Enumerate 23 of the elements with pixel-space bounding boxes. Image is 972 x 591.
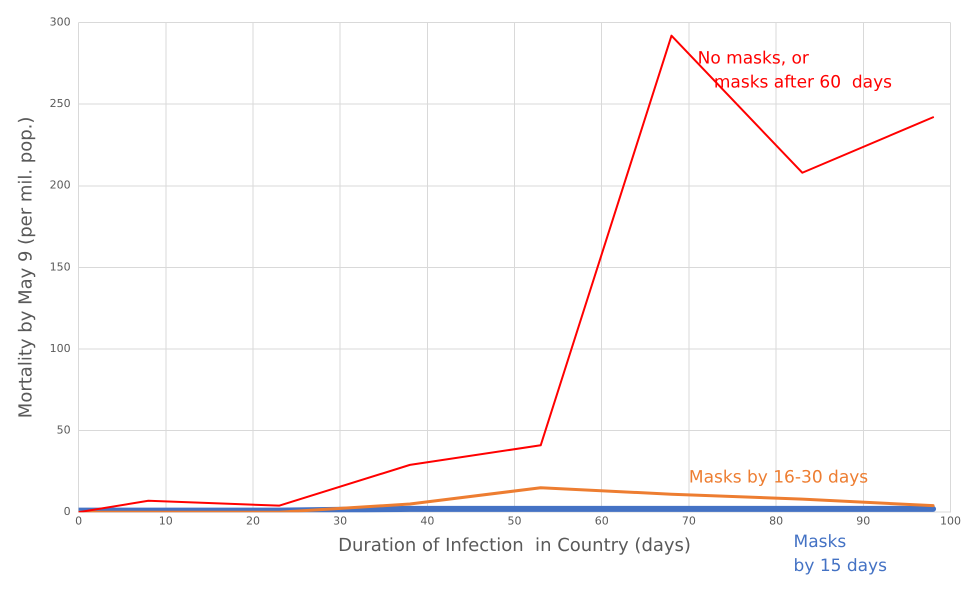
y-axis-title: Mortality by May 9 (per mil. pop.) (15, 116, 36, 418)
x-tick-label: 100 (940, 514, 961, 528)
y-tick-label: 200 (50, 178, 71, 192)
y-tick-label: 250 (50, 97, 71, 110)
x-tick-label: 50 (508, 514, 522, 528)
x-tick-label: 10 (158, 514, 173, 528)
series-label: Masks by 15 days (794, 532, 888, 576)
series-label: Masks by 16-30 days (688, 468, 868, 488)
x-tick-label: 80 (769, 514, 784, 528)
series-label: No masks, or masks after 60 days (698, 48, 892, 92)
y-tick-label: 300 (50, 15, 71, 28)
y-tick-label: 50 (56, 423, 71, 436)
y-tick-label: 0 (64, 505, 71, 518)
y-tick-label: 100 (50, 342, 71, 355)
x-tick-label: 20 (246, 514, 260, 528)
y-tick-label: 150 (50, 260, 71, 274)
x-tick-label: 70 (682, 514, 696, 528)
x-tick-label: 0 (75, 514, 82, 528)
x-tick-label: 90 (856, 514, 870, 528)
x-tick-label: 30 (333, 514, 348, 528)
x-axis-title: Duration of Infection in Country (days) (338, 534, 691, 556)
x-tick-label: 60 (594, 514, 609, 528)
x-tick-label: 40 (420, 514, 434, 528)
